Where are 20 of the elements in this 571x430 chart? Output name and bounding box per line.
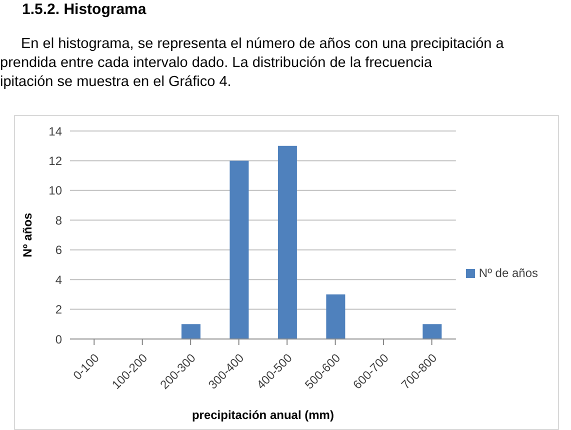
y-tick-label: 8 [55,213,62,228]
chart-title: 1.5.2. Histograma [22,1,146,18]
y-tick-label: 10 [48,184,62,198]
bar [181,324,200,339]
y-tick-label: 2 [55,302,62,317]
bar [422,324,442,339]
x-axis-title: precipitación anual (mm) [192,408,334,422]
y-tick-label: 0 [55,332,62,346]
y-tick-label: 12 [48,154,62,168]
bar [230,160,249,339]
y-tick-label: 6 [55,243,62,258]
y-axis-title: Nº años [20,212,34,258]
bar [278,146,297,339]
legend-label: Nº de años [478,266,538,280]
text: En el histograma, se representa el número de años con una precipitación a [20,35,505,54]
text: ipitación se muestra en el Gráfico 4. [0,73,232,92]
bar [326,294,346,339]
text: prendida entre cada intervalo dado. La distribución de la frecuencia [0,54,434,73]
y-tick-label: 4 [55,272,62,287]
y-tick-label: 14 [48,124,62,138]
